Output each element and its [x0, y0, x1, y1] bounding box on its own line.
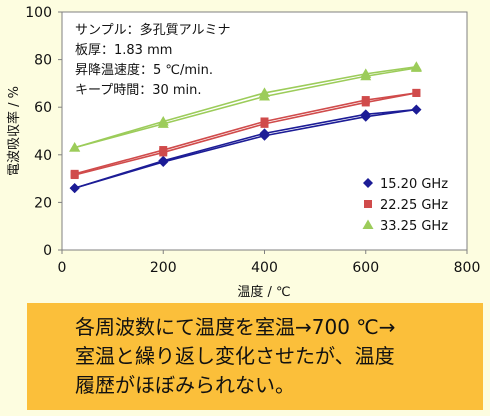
data-point	[260, 119, 269, 128]
legend-marker	[363, 178, 373, 188]
y-tick-label: 40	[34, 148, 52, 164]
caption-line-1: 各周波数にて温度を室温→700 ℃→	[75, 315, 396, 339]
y-tick-label: 20	[34, 195, 52, 211]
data-point	[70, 171, 79, 180]
x-axis-title: 温度 / ℃	[237, 284, 290, 300]
x-tick-label: 0	[58, 260, 67, 276]
y-tick-label: 100	[25, 5, 52, 21]
y-axis-title: 電波吸収率 / %	[6, 86, 22, 176]
condition-line: サンプル：多孔質アルミナ	[75, 22, 230, 38]
caption-line-3: 履歴がほぼみられない。	[75, 373, 295, 397]
y-tick-label: 60	[34, 100, 52, 116]
data-point	[157, 118, 169, 128]
data-point	[410, 62, 422, 72]
y-tick-label: 0	[43, 243, 52, 259]
data-point	[259, 128, 270, 139]
legend-label: 33.25 GHz	[380, 219, 448, 234]
condition-line: キープ時間：30 min.	[75, 83, 202, 98]
y-tick-label: 80	[34, 53, 52, 69]
data-point	[412, 88, 421, 97]
x-tick-label: 800	[454, 260, 481, 276]
legend-label: 22.25 GHz	[380, 198, 448, 213]
data-point	[411, 104, 422, 115]
legend-label: 15.20 GHz	[380, 177, 448, 192]
x-tick-label: 400	[251, 260, 278, 276]
data-point	[69, 183, 80, 194]
legend-marker	[362, 219, 374, 229]
condition-line: 昇降温速度：5 ℃/min.	[75, 62, 213, 78]
condition-line: 板厚：1.83 mm	[75, 43, 172, 58]
caption-box: 各周波数にて温度を室温→700 ℃→ 室温と繰り返し変化させたが、温度 履歴がほ…	[27, 303, 483, 410]
data-point	[360, 109, 371, 120]
caption-line-2: 室温と繰り返し変化させたが、温度	[75, 344, 395, 368]
legend-marker	[364, 200, 372, 208]
x-tick-label: 200	[150, 260, 177, 276]
data-point	[259, 90, 270, 101]
data-point	[69, 142, 81, 152]
x-tick-label: 600	[352, 260, 379, 276]
data-point	[361, 98, 370, 107]
data-point	[159, 148, 168, 157]
absorption-chart: 0 200 400 600 800 0 20 40 60 80 100 15.20 GHz 22.25…	[6, 5, 481, 300]
data-point	[158, 155, 169, 166]
data-point	[360, 70, 372, 81]
